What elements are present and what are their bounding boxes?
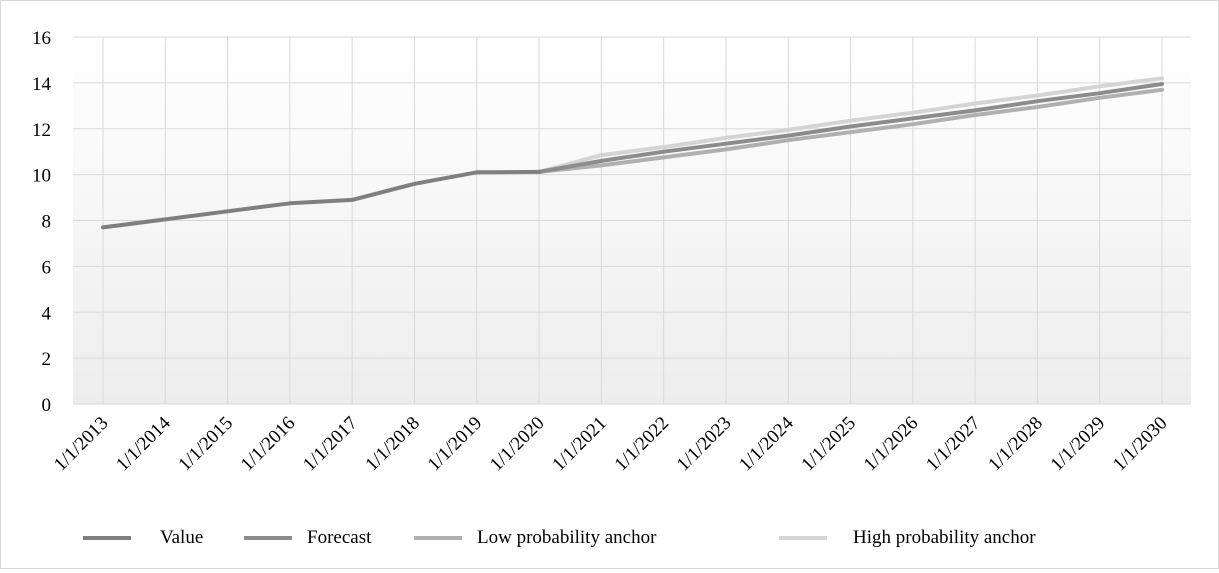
x-tick-label: 1/1/2017 (299, 413, 362, 476)
y-tick-label: 16 (32, 28, 51, 49)
legend-label-low-probability-anchor: Low probability anchor (477, 527, 657, 548)
x-tick-label: 1/1/2019 (424, 413, 487, 476)
y-tick-label: 14 (32, 74, 52, 95)
y-tick-label: 2 (42, 349, 52, 370)
x-tick-label: 1/1/2015 (175, 413, 238, 476)
series-line-low-probability-anchor (537, 87, 1164, 174)
y-axis: 0 2 4 6 8 10 12 14 16 (32, 28, 52, 416)
y-tick-label: 10 (32, 166, 51, 187)
y-tick-label: 8 (42, 212, 52, 233)
x-tick-label: 1/1/2016 (237, 413, 300, 476)
x-axis: 1/1/2013 1/1/2014 1/1/2015 1/1/2016 1/1/2017… (50, 412, 1172, 475)
x-tick-label: 1/1/2029 (1047, 413, 1110, 476)
y-tick-label: 4 (42, 303, 52, 324)
y-tick-label: 12 (32, 120, 51, 141)
legend-label-value: Value (160, 527, 203, 548)
x-tick-label: 1/1/2024 (735, 412, 798, 475)
y-tick-label: 0 (42, 395, 52, 416)
x-tick-label: 1/1/2027 (922, 413, 985, 476)
series-lines (101, 76, 1164, 230)
series-line-value (101, 169, 542, 230)
legend-label-high-probability-anchor: High probability anchor (853, 527, 1036, 548)
y-tick-label: 6 (42, 257, 52, 278)
x-tick-label: 1/1/2021 (548, 413, 611, 476)
x-tick-label: 1/1/2028 (984, 413, 1047, 476)
x-tick-label: 1/1/2018 (361, 413, 424, 476)
x-tick-label: 1/1/2014 (112, 412, 175, 475)
x-tick-label: 1/1/2020 (486, 413, 549, 476)
x-tick-label: 1/1/2025 (797, 413, 860, 476)
legend-label-forecast: Forecast (307, 527, 372, 548)
series-line-high-probability-anchor (537, 76, 1164, 174)
x-tick-label: 1/1/2030 (1109, 413, 1172, 476)
x-tick-label: 1/1/2026 (860, 413, 923, 476)
legend: Value Forecast Low probability anchor High … (83, 527, 1036, 548)
x-tick-label: 1/1/2022 (611, 413, 674, 476)
x-tick-label: 1/1/2013 (50, 413, 113, 476)
x-tick-label: 1/1/2023 (673, 413, 736, 476)
series-line-forecast (537, 82, 1164, 174)
